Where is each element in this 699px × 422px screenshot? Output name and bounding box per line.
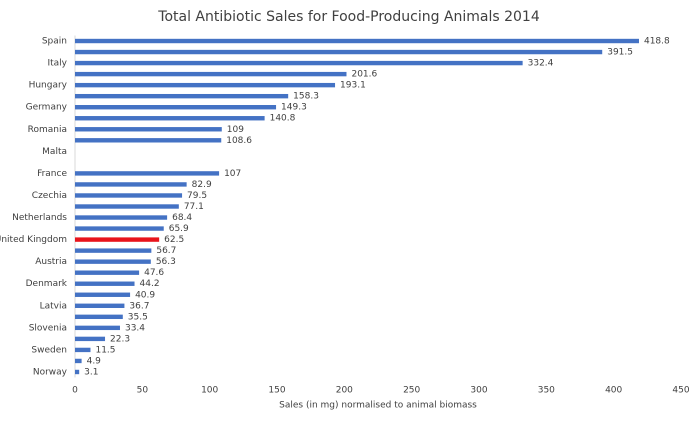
bar [75, 314, 123, 320]
value-label: 56.3 [156, 257, 176, 267]
bar [75, 303, 125, 308]
value-label: 68.4 [172, 213, 192, 223]
value-label: 82.9 [192, 180, 212, 190]
value-label: 109 [227, 125, 244, 135]
x-tick-label: 300 [470, 386, 487, 396]
bar [75, 347, 91, 353]
bar [75, 138, 222, 143]
bar [75, 60, 523, 66]
y-tick-label: France [37, 169, 67, 179]
x-tick-label: 50 [137, 386, 149, 396]
x-tick-label: 200 [336, 386, 353, 396]
y-tick-label: Slovenia [29, 323, 67, 333]
y-tick-label: Denmark [26, 279, 68, 289]
value-label: 40.9 [135, 290, 155, 300]
value-label: 33.4 [125, 323, 145, 333]
bar [75, 182, 187, 187]
value-label: 11.5 [95, 345, 115, 355]
value-label: 391.5 [607, 48, 633, 58]
bar [75, 358, 82, 364]
x-tick-label: 400 [605, 386, 622, 396]
x-axis-title: Sales (in mg) normalised to animal bioma… [279, 401, 477, 411]
bar [75, 105, 277, 110]
value-label: 332.4 [528, 59, 554, 69]
value-label: 3.1 [84, 367, 98, 377]
value-label: 193.1 [340, 81, 366, 91]
y-tick-label: Norway [33, 367, 68, 377]
bar [75, 369, 80, 375]
value-label: 107 [224, 169, 241, 179]
chart-title: Total Antibiotic Sales for Food-Producin… [157, 9, 540, 25]
bar [75, 270, 140, 275]
bar [75, 82, 336, 88]
value-label: 418.8 [644, 37, 670, 47]
bar [75, 38, 639, 44]
value-label: 44.2 [140, 279, 160, 289]
value-label: 77.1 [184, 202, 204, 212]
x-tick-label: 100 [201, 386, 218, 396]
bar [75, 204, 179, 209]
bar [75, 259, 151, 264]
bar [75, 248, 152, 253]
value-label: 79.5 [187, 191, 207, 201]
bar [75, 116, 265, 121]
y-tick-label: Italy [47, 59, 67, 69]
y-tick-label: Austria [35, 257, 67, 267]
y-tick-label: United Kingdom [0, 235, 67, 245]
value-label: 56.7 [156, 246, 176, 256]
x-tick-label: 150 [268, 386, 285, 396]
bar [75, 292, 131, 297]
y-tick-label: Malta [42, 147, 67, 157]
value-label: 65.9 [169, 224, 189, 234]
bar [75, 281, 135, 286]
x-tick-label: 250 [403, 386, 420, 396]
value-label: 47.6 [144, 268, 164, 278]
value-label: 22.3 [110, 334, 130, 344]
y-tick-label: Netherlands [12, 213, 67, 223]
bar [75, 336, 106, 342]
bar [75, 49, 603, 55]
bar [75, 226, 164, 231]
bar [75, 215, 168, 220]
bar [75, 93, 289, 99]
bar [75, 171, 220, 176]
bar [75, 325, 120, 331]
y-tick-label: Sweden [31, 345, 67, 355]
y-tick-label: Czechia [32, 191, 67, 201]
value-label: 201.6 [351, 70, 377, 80]
value-label: 108.6 [226, 136, 252, 146]
value-label: 158.3 [293, 92, 319, 102]
bar [75, 71, 347, 77]
y-tick-label: Romania [28, 125, 67, 135]
bar [75, 193, 183, 198]
y-tick-label: Germany [26, 103, 68, 113]
y-tick-label: Hungary [29, 81, 68, 91]
x-tick-label: 0 [72, 386, 78, 396]
value-label: 140.8 [270, 114, 296, 124]
value-label: 4.9 [87, 356, 102, 366]
x-tick-label: 450 [672, 386, 689, 396]
y-tick-label: Spain [42, 37, 67, 47]
bar [75, 127, 222, 132]
y-tick-label: Latvia [40, 301, 67, 311]
value-label: 149.3 [281, 103, 307, 113]
value-label: 35.5 [128, 312, 148, 322]
value-label: 62.5 [164, 235, 184, 245]
x-tick-label: 350 [538, 386, 555, 396]
value-label: 36.7 [129, 301, 149, 311]
bar [75, 237, 160, 242]
